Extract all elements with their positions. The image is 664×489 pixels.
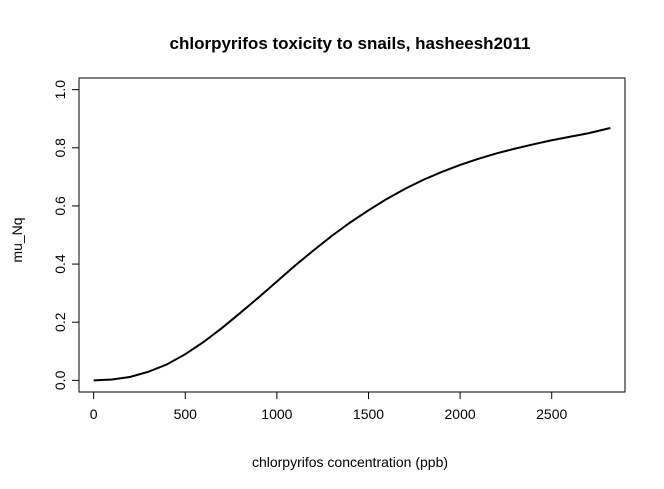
x-tick-label: 500 <box>174 406 198 422</box>
x-tick-label: 1000 <box>261 406 292 422</box>
x-tick-label: 0 <box>90 406 98 422</box>
y-tick-label: 0.2 <box>52 312 68 332</box>
series-line <box>93 127 611 382</box>
y-axis-label: mu_Nq <box>9 217 25 262</box>
x-axis: 0 500 1000 1500 2000 2500 <box>90 392 567 422</box>
x-tick-label: 2000 <box>445 406 476 422</box>
x-tick-label: 1500 <box>353 406 384 422</box>
y-axis: 0.0 0.2 0.4 0.6 0.8 1.0 <box>52 80 79 390</box>
y-tick-label: 0.6 <box>52 196 68 216</box>
chart-title: chlorpyrifos toxicity to snails, hashees… <box>170 34 531 53</box>
x-tick-label: 2500 <box>536 406 567 422</box>
y-tick-label: 0.4 <box>52 254 68 274</box>
x-axis-label: chlorpyrifos concentration (ppb) <box>252 454 448 470</box>
y-tick-label: 1.0 <box>52 80 68 100</box>
y-tick-label: 0.0 <box>52 370 68 390</box>
y-tick-label: 0.8 <box>52 138 68 158</box>
plot-frame <box>78 77 626 393</box>
